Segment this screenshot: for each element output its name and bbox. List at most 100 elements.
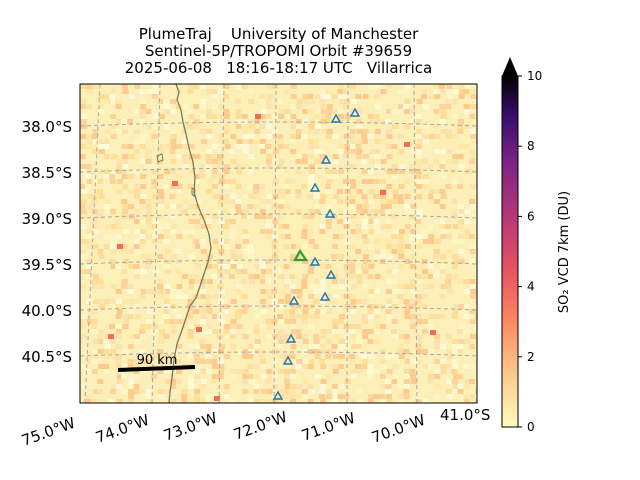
so2-pixel	[374, 129, 381, 134]
so2-pixel	[398, 164, 405, 169]
so2-pixel	[415, 274, 422, 279]
so2-pixel	[206, 309, 213, 314]
so2-pixel	[151, 164, 158, 169]
so2-pixel	[410, 289, 417, 294]
so2-pixel	[457, 279, 464, 284]
so2-pixel	[229, 194, 236, 199]
so2-pixel	[109, 244, 116, 249]
so2-pixel	[445, 89, 452, 94]
so2-pixel	[271, 129, 278, 134]
so2-pixel	[259, 99, 266, 104]
so2-pixel	[416, 129, 423, 134]
so2-pixel	[146, 214, 153, 219]
so2-pixel	[296, 294, 303, 299]
so2-pixel	[463, 339, 470, 344]
so2-pixel	[80, 269, 87, 274]
so2-pixel	[80, 284, 86, 289]
so2-pixel	[97, 104, 104, 109]
so2-pixel	[91, 134, 98, 139]
so2-pixel	[307, 94, 314, 99]
so2-pixel	[211, 374, 218, 379]
so2-pixel	[458, 239, 465, 244]
so2-pixel	[343, 99, 350, 104]
so2-pixel	[343, 154, 350, 159]
so2-pixel	[308, 239, 315, 244]
so2-pixel	[242, 129, 249, 134]
so2-pixel	[410, 359, 417, 364]
so2-pixel	[169, 129, 176, 134]
so2-pixel	[308, 324, 315, 329]
so2-pixel	[212, 259, 219, 264]
so2-pixel	[350, 214, 357, 219]
so2-pixel	[230, 259, 237, 264]
so2-pixel	[85, 184, 92, 189]
so2-pixel	[103, 339, 110, 344]
so2-pixel	[326, 129, 333, 134]
so2-pixel	[110, 224, 117, 229]
so2-pixel	[290, 329, 297, 334]
so2-pixel	[116, 379, 123, 384]
so2-pixel	[355, 349, 362, 354]
so2-pixel	[349, 329, 356, 334]
so2-pixel	[170, 229, 177, 234]
so2-pixel	[122, 324, 129, 329]
so2-pixel	[338, 99, 345, 104]
so2-pixel	[290, 124, 297, 129]
so2-pixel	[134, 194, 141, 199]
so2-pixel	[416, 179, 423, 184]
so2-pixel	[248, 139, 255, 144]
so2-pixel	[97, 389, 104, 394]
so2-pixel	[463, 364, 470, 369]
so2-pixel	[386, 299, 393, 304]
so2-pixel	[434, 334, 441, 339]
so2-pixel	[385, 224, 392, 229]
so2-pixel	[433, 274, 440, 279]
so2-pixel	[451, 314, 458, 319]
so2-pixel	[421, 159, 428, 164]
so2-pixel	[410, 314, 417, 319]
so2-pixel	[320, 379, 327, 384]
so2-pixel	[145, 219, 152, 224]
so2-pixel	[134, 274, 141, 279]
so2-pixel	[98, 304, 105, 309]
so2-pixel	[110, 304, 117, 309]
so2-pixel	[374, 104, 381, 109]
so2-pixel	[368, 394, 375, 399]
so2-pixel	[152, 269, 159, 274]
so2-pixel	[187, 184, 194, 189]
so2-pixel	[230, 399, 237, 403]
so2-pixel	[373, 179, 380, 184]
so2-pixel	[230, 254, 237, 259]
so2-pixel	[241, 279, 248, 284]
so2-pixel	[410, 149, 417, 154]
so2-pixel	[176, 259, 183, 264]
so2-pixel	[308, 124, 315, 129]
so2-pixel	[397, 384, 404, 389]
so2-pixel	[398, 334, 405, 339]
so2-pixel	[200, 369, 207, 374]
so2-pixel	[260, 279, 267, 284]
so2-pixel	[217, 134, 224, 139]
so2-pixel	[434, 344, 441, 349]
so2-pixel	[379, 194, 386, 199]
so2-pixel	[187, 334, 194, 339]
so2-pixel	[236, 169, 243, 174]
so2-pixel	[434, 314, 441, 319]
so2-pixel	[104, 209, 111, 214]
so2-pixel	[152, 349, 159, 354]
so2-pixel	[470, 334, 477, 339]
so2-pixel	[445, 134, 452, 139]
so2-pixel	[391, 144, 398, 149]
so2-pixel	[104, 334, 111, 339]
so2-pixel	[314, 309, 321, 314]
so2-pixel	[164, 169, 171, 174]
so2-pixel	[440, 269, 447, 274]
so2-pixel	[218, 364, 225, 369]
so2-pixel	[434, 359, 441, 364]
so2-pixel	[295, 209, 302, 214]
so2-pixel	[374, 119, 381, 124]
so2-pixel	[416, 359, 423, 364]
so2-pixel	[110, 389, 117, 394]
so2-pixel	[416, 394, 423, 399]
